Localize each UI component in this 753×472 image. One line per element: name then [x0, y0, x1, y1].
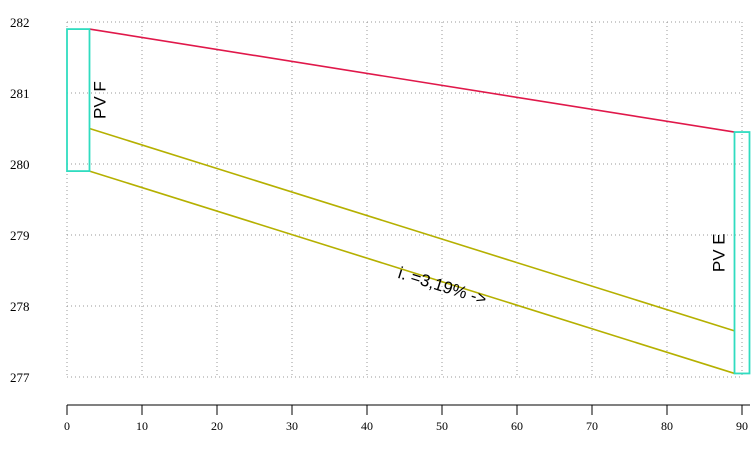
y-axis-ticks: 277 278 279 280 281 282 [10, 15, 30, 385]
well-box [733, 131, 751, 375]
y-tick-label: 279 [10, 228, 30, 243]
x-tick-label: 10 [136, 419, 148, 433]
well-box [66, 28, 91, 173]
y-tick-label: 281 [10, 86, 30, 101]
x-tick-label: 90 [736, 419, 748, 433]
x-axis: 0 10 20 30 40 50 60 70 80 90 [64, 404, 750, 433]
x-tick-label: 30 [286, 419, 298, 433]
x-tick-label: 40 [361, 419, 373, 433]
series-line-pipe-bottom [89, 170, 735, 375]
y-tick-label: 282 [10, 15, 30, 30]
series [89, 28, 735, 375]
y-tick-label: 278 [10, 299, 30, 314]
wells: PV F PV E [66, 28, 751, 375]
well-label: PV F [91, 81, 110, 119]
well-label: PV E [710, 233, 729, 272]
series-line-terrain [89, 28, 735, 133]
x-tick-label: 0 [64, 419, 70, 433]
y-tick-label: 277 [10, 370, 30, 385]
grid [66, 21, 743, 378]
y-tick-label: 280 [10, 157, 30, 172]
series-line-pipe-top [89, 127, 735, 332]
x-tick-label: 70 [586, 419, 598, 433]
x-tick-label: 20 [211, 419, 223, 433]
x-tick-label: 80 [661, 419, 673, 433]
x-tick-label: 50 [436, 419, 448, 433]
x-tick-label: 60 [511, 419, 523, 433]
